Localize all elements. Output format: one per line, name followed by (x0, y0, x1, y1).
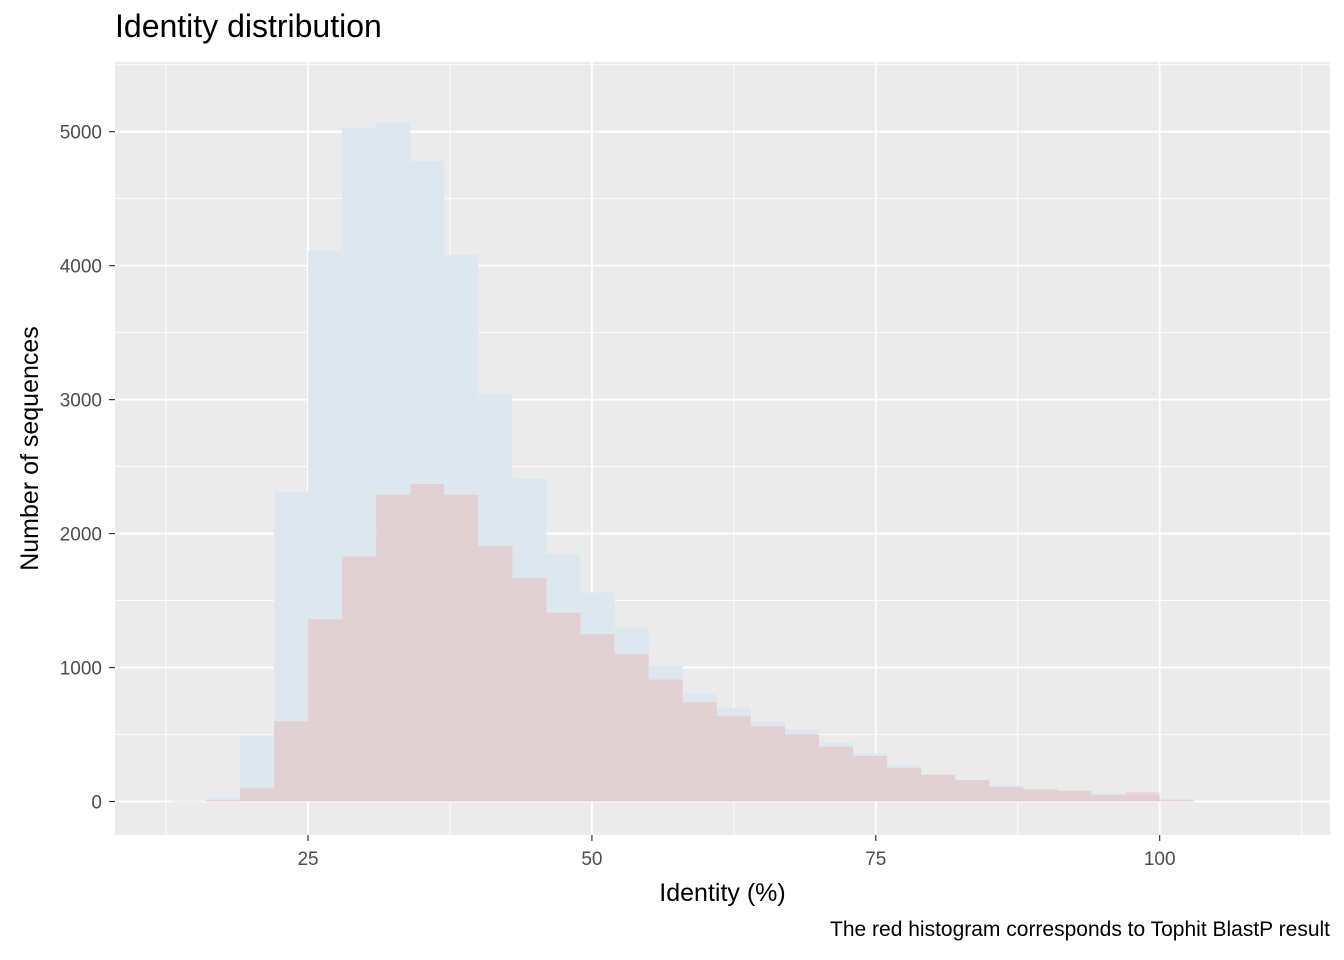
histogram-bar-series-1 (376, 122, 411, 802)
histogram-bar-series-1 (478, 394, 513, 802)
x-tick-label: 75 (865, 849, 886, 870)
histogram-bar-series-1 (750, 721, 785, 802)
histogram-bar-series-2 (853, 755, 888, 802)
histogram-bar-series-2 (1057, 790, 1092, 802)
histogram-bar-series-2 (682, 702, 717, 802)
histogram-bar-series-1 (546, 553, 581, 802)
histogram-bar-series-1 (716, 707, 751, 802)
histogram-bar-series-1 (1159, 798, 1194, 802)
x-tick-label: 25 (297, 849, 318, 870)
histogram-bar-series-2 (239, 788, 274, 802)
histogram-bar-series-2 (955, 780, 990, 802)
histogram-bar-series-1 (580, 592, 615, 802)
histogram-bar-series-1 (512, 478, 547, 802)
histogram-bar-series-1 (955, 780, 990, 802)
y-tick-label: 2000 (60, 525, 102, 546)
y-tick-label: 5000 (60, 123, 102, 144)
histogram-bar-series-1 (784, 729, 820, 802)
histogram-bar-series-1 (989, 785, 1024, 802)
y-axis-ticks: 0 1000 2000 3000 4000 5000 (60, 123, 115, 814)
histogram-bar-series-1 (308, 250, 343, 802)
y-tick-label: 3000 (60, 391, 102, 412)
chart-title: Identity distribution (115, 8, 382, 44)
histogram-bar-series-1 (921, 774, 956, 802)
histogram-bar-series-2 (1023, 789, 1058, 802)
histogram-bar-series-2 (376, 494, 411, 802)
histogram-bar-series-1 (342, 127, 377, 802)
histogram-bar-series-2 (921, 774, 956, 802)
histogram-bar-series-1 (205, 798, 240, 802)
histogram-bar-series-1 (887, 765, 922, 802)
histogram-bar-series-2 (648, 679, 683, 802)
histogram-bar-series-2 (478, 545, 513, 802)
histogram-bar-series-2 (1091, 794, 1126, 802)
histogram-bar-series-1 (819, 742, 854, 802)
histogram-bar-series-1 (648, 666, 683, 802)
y-tick-label: 0 (91, 793, 102, 814)
histogram-bar-series-1 (1023, 788, 1058, 802)
histogram-bar-series-2 (410, 484, 445, 802)
histogram-bar-series-2 (580, 634, 615, 802)
histogram-bar-series-2 (989, 786, 1024, 802)
x-axis-title: Identity (%) (659, 879, 785, 907)
histogram-bar-series-2 (750, 726, 785, 802)
histogram-bar-series-2 (614, 654, 649, 802)
histogram-bar-series-2 (308, 619, 343, 802)
x-axis-ticks: 25 50 75 100 (297, 835, 1176, 870)
y-axis-title: Number of sequences (16, 326, 44, 571)
histogram-bar-series-1 (682, 694, 717, 802)
x-tick-label: 50 (581, 849, 602, 870)
histogram-bar-series-2 (1125, 792, 1160, 802)
y-tick-label: 1000 (60, 659, 102, 680)
histogram-bar-series-2 (1159, 800, 1194, 802)
histogram-bar-series-1 (853, 753, 888, 802)
histogram-bar-series-2 (716, 715, 751, 802)
histogram-bar-series-2 (512, 577, 547, 802)
histogram-bar-series-2 (205, 800, 240, 802)
histogram-bar-series-1 (1057, 790, 1092, 802)
histogram-bar-series-2 (273, 721, 309, 802)
histogram-bar-series-2 (887, 768, 922, 802)
histogram-bar-series-2 (819, 746, 854, 802)
chart-caption: The red histogram corresponds to Tophit … (830, 918, 1330, 941)
histogram-bars (171, 122, 1194, 802)
histogram-bar-series-2 (784, 734, 820, 802)
histogram-bar-series-1 (171, 800, 206, 802)
y-tick-label: 4000 (60, 257, 102, 278)
histogram-bar-series-1 (410, 161, 445, 802)
histogram-bar-series-1 (1125, 794, 1160, 802)
histogram-bar-series-2 (546, 612, 581, 802)
histogram-bar-series-2 (342, 556, 377, 802)
histogram-bar-series-1 (273, 492, 309, 802)
histogram-bar-series-1 (1091, 793, 1126, 802)
histogram-bar-series-1 (444, 254, 479, 802)
histogram-bar-series-2 (444, 494, 479, 802)
x-tick-label: 100 (1144, 849, 1176, 870)
histogram-bar-series-1 (614, 627, 649, 802)
histogram-bar-series-1 (239, 735, 274, 802)
